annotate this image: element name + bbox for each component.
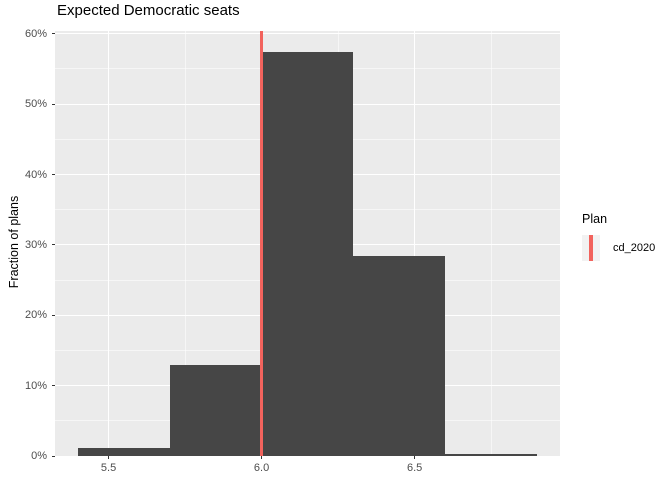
gridline-minor-x bbox=[490, 31, 492, 456]
legend-entry-label: cd_2020 bbox=[613, 242, 656, 254]
gridline-major-x bbox=[108, 31, 110, 456]
x-tick bbox=[414, 456, 416, 459]
y-axis-title: Fraction of plans bbox=[7, 195, 21, 289]
y-tick-label: 60% bbox=[24, 27, 47, 40]
reference-vline bbox=[259, 31, 264, 456]
histogram-bar bbox=[353, 256, 446, 456]
x-tick bbox=[108, 456, 110, 459]
legend-vline-icon bbox=[589, 235, 593, 261]
gridline-major-x bbox=[414, 31, 416, 456]
chart-title: Expected Democratic seats bbox=[57, 2, 240, 19]
y-tick-label: 50% bbox=[24, 98, 47, 111]
legend-title: Plan bbox=[582, 212, 608, 226]
x-tick-label: 6.5 bbox=[406, 462, 423, 474]
histogram-bar bbox=[445, 454, 538, 456]
histogram-bar bbox=[77, 447, 170, 456]
y-tick-label: 20% bbox=[24, 309, 47, 322]
histogram-bar bbox=[261, 52, 354, 456]
gridline-major-y bbox=[55, 33, 560, 35]
x-tick-label: 6.0 bbox=[253, 462, 270, 474]
x-tick bbox=[261, 456, 263, 459]
y-tick-label: 10% bbox=[24, 379, 47, 392]
x-tick-label: 5.5 bbox=[100, 462, 117, 474]
plot-panel bbox=[55, 31, 560, 456]
y-tick-label: 40% bbox=[24, 168, 47, 181]
y-tick-label: 0% bbox=[31, 450, 47, 462]
legend-entry: cd_2020 bbox=[582, 235, 655, 261]
gridline-minor-x bbox=[184, 31, 186, 456]
legend: Plan cd_2020 bbox=[582, 212, 655, 261]
legend-key bbox=[582, 235, 600, 261]
histogram-bar bbox=[169, 364, 262, 456]
